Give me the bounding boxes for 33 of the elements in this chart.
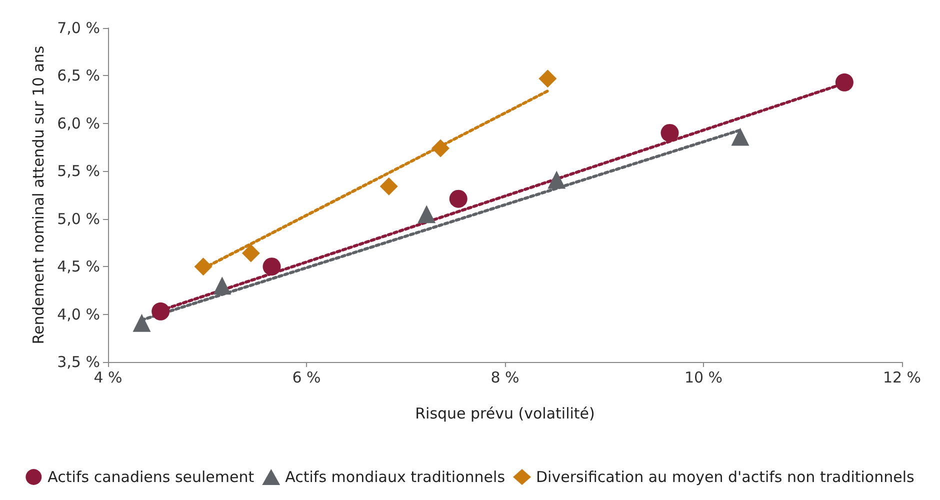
point [449,190,468,208]
point [431,139,450,158]
point [152,302,170,320]
y-tick-label: 6,0 % [57,114,100,132]
x-tick-label: 12 % [882,368,922,386]
point [731,128,750,146]
y-tick-label: 3,5 % [57,353,100,371]
point [538,70,557,88]
y-tick-label: 4,0 % [57,305,100,324]
point [132,314,151,332]
x-tick-label: 6 % [292,368,321,386]
point [194,258,212,276]
x-tick-label: 10 % [684,368,723,386]
y-tick-label: 6,5 % [57,66,100,85]
point [262,258,281,276]
point [548,170,566,189]
x-tick-label: 4 % [94,368,122,386]
legend-label: Actifs mondiaux traditionnels [285,468,506,486]
point [418,205,436,224]
point [835,73,854,92]
y-tick-label: 4,5 % [57,258,100,276]
y-tick-label: 7,0 % [57,19,100,37]
legend-label: Diversification au moyen d'actifs non traditionnels [536,468,915,486]
point [380,177,398,196]
legend-label: Actifs canadiens seulement [48,468,254,486]
point [242,244,260,262]
y-tick-label: 5,5 % [57,162,100,180]
x-tick-label: 8 % [490,368,520,386]
point [660,124,679,142]
x-axis-title: Risque prévu (volatilité) [415,404,595,422]
y-axis-title: Rendement nominal attendu sur 10 ans [30,46,48,344]
point [213,276,232,295]
y-tick-label: 5,0 % [57,210,100,228]
